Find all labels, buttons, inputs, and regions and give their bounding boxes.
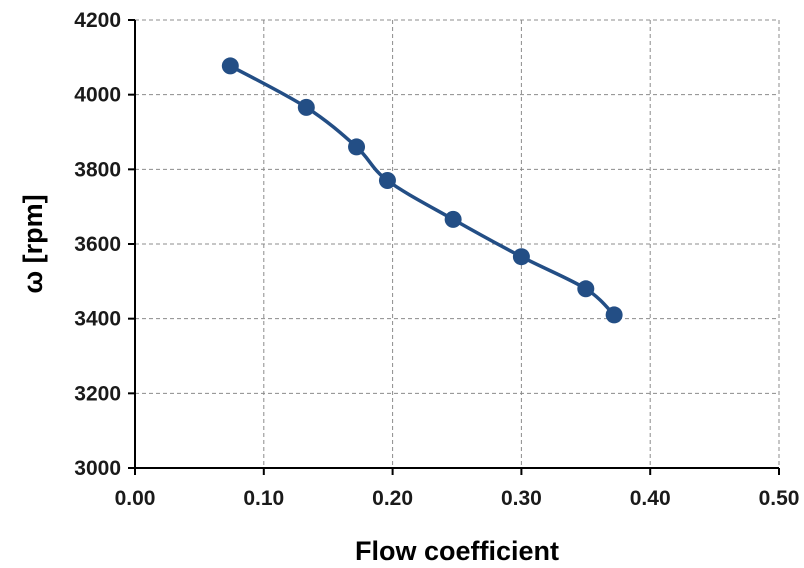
data-point: [378, 172, 396, 190]
y-tick-label: 4200: [74, 9, 121, 32]
axes: [128, 19, 780, 475]
y-tick-label: 4000: [74, 84, 121, 107]
series-line: [229, 64, 616, 317]
y-tick-label: 3400: [74, 308, 121, 331]
y-axis-title: ω [rpm]: [18, 194, 48, 293]
data-point: [221, 57, 239, 75]
y-tick-label: 3200: [74, 382, 121, 405]
y-tick-label: 3000: [74, 457, 121, 480]
y-tick-label: 3600: [74, 233, 121, 256]
x-tick-label: 0.30: [501, 487, 542, 510]
x-tick-label: 0.50: [759, 487, 800, 510]
x-tick-label: 0.00: [115, 487, 156, 510]
y-tick-label: 3800: [74, 158, 121, 181]
series: [221, 57, 623, 324]
x-axis-title: Flow coefficient: [355, 536, 559, 566]
grid: [135, 19, 780, 468]
tick-labels: 0.00 0.10 0.20 0.30 0.40 0.50 3000 3200 3400 3600…: [74, 9, 799, 510]
x-tick-label: 0.10: [243, 487, 284, 510]
data-point: [577, 280, 595, 298]
data-point: [297, 98, 315, 116]
data-point: [605, 306, 623, 324]
data-point: [444, 210, 462, 228]
data-point: [512, 248, 530, 266]
x-tick-label: 0.40: [630, 487, 671, 510]
data-point: [348, 138, 366, 156]
x-tick-label: 0.20: [372, 487, 413, 510]
